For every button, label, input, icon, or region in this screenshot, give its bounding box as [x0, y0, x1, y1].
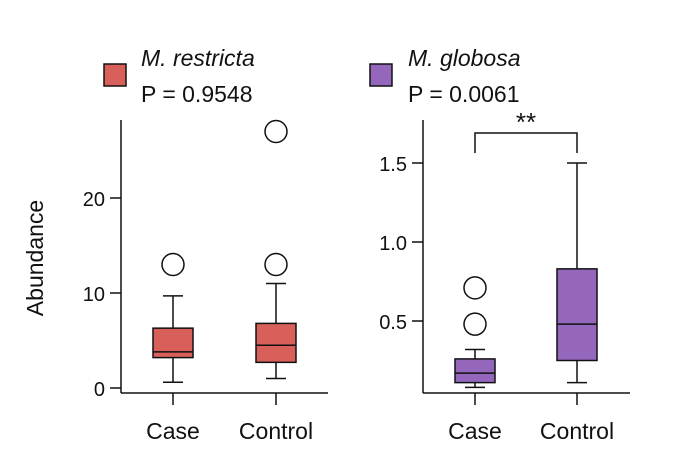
outlier-m-restricta-case — [161, 252, 185, 277]
x-tick-label-m-globosa-case: Case — [448, 418, 502, 444]
outlier-m-restricta-control — [264, 252, 288, 277]
panel-m-globosa: M. globosa P = 0.0061 0.5 1.0 1.5 Case Contr… — [369, 45, 630, 444]
y-tick-label-m-globosa: 1.0 — [379, 233, 407, 255]
legend-swatch-m-restricta — [103, 63, 127, 87]
x-tick-label-m-restricta-case: Case — [146, 418, 200, 444]
box-m-globosa-control — [556, 268, 598, 362]
pvalue-m-globosa: P = 0.0061 — [408, 81, 520, 107]
outlier-m-globosa-case — [463, 312, 487, 336]
box-m-restricta-case — [152, 327, 194, 359]
y-tick-label-m-globosa: 1.5 — [379, 154, 407, 176]
x-tick-label-m-globosa-control: Control — [540, 418, 614, 444]
outlier-m-globosa-case — [463, 276, 487, 300]
legend-label-m-restricta: M. restricta — [141, 45, 255, 71]
x-tick-label-m-restricta-control: Control — [239, 418, 313, 444]
panel-m-restricta: M. restricta P = 0.9548 0 10 20 Case Control — [83, 45, 328, 444]
significance-bracket-m-globosa — [474, 132, 578, 153]
y-tick-label-m-restricta: 20 — [83, 189, 105, 211]
significance-label-m-globosa: ** — [516, 107, 536, 137]
plot-area-m-restricta: 0 10 20 Case Control — [83, 119, 328, 444]
y-tick-label-m-restricta: 10 — [83, 284, 105, 306]
y-tick-label-m-restricta: 0 — [94, 379, 105, 401]
pvalue-m-restricta: P = 0.9548 — [141, 81, 253, 107]
y-tick-label-m-globosa: 0.5 — [379, 312, 407, 334]
y-axis-label: Abundance — [22, 200, 48, 316]
legend-swatch-m-globosa — [369, 63, 393, 87]
box-m-globosa-case — [454, 358, 496, 384]
legend-label-m-globosa: M. globosa — [408, 45, 521, 71]
box-m-restricta-control — [255, 322, 297, 364]
plot-area-m-globosa: 0.5 1.0 1.5 Case Control ** — [379, 107, 630, 444]
outlier-m-restricta-control — [264, 119, 288, 144]
